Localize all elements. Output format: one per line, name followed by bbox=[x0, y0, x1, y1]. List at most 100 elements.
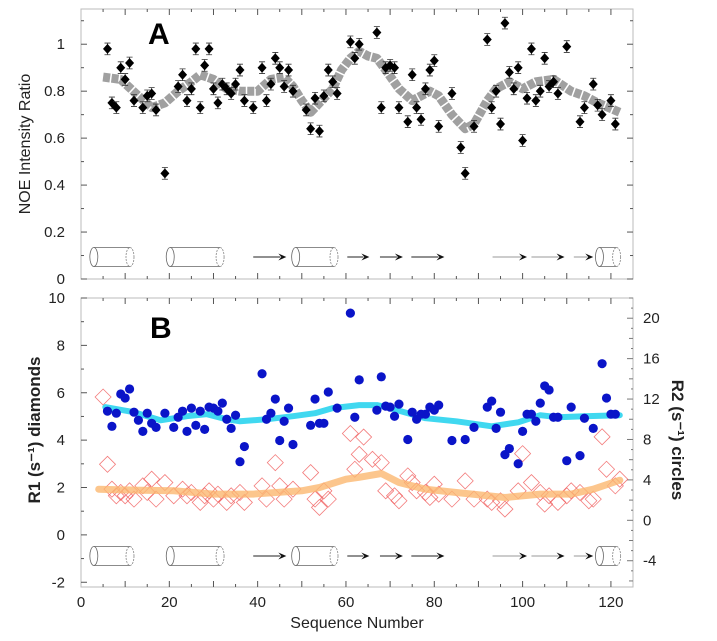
r2-circle bbox=[275, 435, 285, 446]
r2-circle bbox=[133, 415, 144, 425]
data-point bbox=[482, 34, 492, 45]
r2-circle bbox=[544, 385, 554, 395]
r1-diamond bbox=[174, 480, 192, 498]
r2-circle bbox=[200, 424, 210, 434]
helix-cylinder-end bbox=[125, 546, 135, 566]
r2-circle bbox=[191, 420, 201, 430]
y-tick-label: 0.8 bbox=[44, 83, 65, 100]
panel-a-smooth-line bbox=[102, 46, 622, 134]
data-point bbox=[390, 62, 400, 73]
panel-a-ticks: 0 0.2 0.4 0.6 0.8 1 bbox=[44, 9, 633, 288]
helix-cylinder-end bbox=[329, 546, 339, 566]
y-tick-label: 1 bbox=[57, 36, 65, 53]
r2-circle bbox=[120, 393, 130, 403]
data-point bbox=[323, 65, 333, 76]
y2-tick-label: -4 bbox=[643, 553, 656, 570]
r2-circle bbox=[111, 408, 121, 418]
strand-arrowhead bbox=[585, 552, 594, 560]
r2-circle bbox=[169, 422, 179, 432]
data-point bbox=[270, 53, 280, 64]
r2-circle bbox=[597, 359, 607, 369]
r2-circle bbox=[562, 456, 572, 466]
x-tick-label: 80 bbox=[426, 594, 443, 611]
data-point bbox=[151, 104, 161, 115]
r2-circle bbox=[531, 416, 541, 426]
data-point bbox=[354, 39, 364, 50]
data-point bbox=[116, 62, 126, 73]
data-point bbox=[257, 62, 267, 73]
panel-a-frame bbox=[80, 8, 634, 280]
data-point bbox=[306, 123, 316, 134]
data-point bbox=[191, 43, 201, 54]
y-tick-label: 10 bbox=[48, 290, 65, 307]
r2-circle bbox=[403, 434, 413, 445]
data-point bbox=[288, 86, 298, 97]
panel-a-points bbox=[102, 16, 620, 180]
data-point bbox=[491, 86, 501, 97]
data-point bbox=[412, 102, 422, 113]
data-point bbox=[204, 43, 214, 54]
data-point bbox=[186, 83, 196, 94]
y-tick-label: 8 bbox=[57, 337, 65, 354]
r2-circle bbox=[182, 426, 192, 436]
r2-circle bbox=[420, 409, 431, 419]
x-tick-label: 0 bbox=[77, 594, 85, 611]
y-tick-label: 0.4 bbox=[44, 177, 65, 194]
r2-circle bbox=[354, 375, 364, 385]
helix-cylinder-end bbox=[165, 546, 175, 566]
r1-diamond bbox=[319, 490, 337, 508]
y2-tick-label: 12 bbox=[643, 391, 660, 408]
data-point bbox=[147, 88, 157, 99]
r2-circle bbox=[345, 308, 355, 318]
r2-circle bbox=[504, 443, 514, 454]
r2-circle bbox=[407, 407, 417, 417]
r2-circle bbox=[491, 423, 501, 433]
data-point bbox=[125, 58, 135, 68]
y-tick-label: 2 bbox=[57, 480, 65, 497]
data-point bbox=[447, 88, 457, 99]
r1-diamond bbox=[403, 473, 421, 492]
data-point bbox=[487, 102, 497, 113]
data-point bbox=[332, 88, 342, 99]
data-point bbox=[456, 142, 466, 153]
data-point bbox=[231, 79, 241, 90]
r2-circle bbox=[389, 411, 400, 421]
strand-arrowhead bbox=[519, 253, 528, 261]
r2-circle bbox=[257, 369, 267, 379]
r2-circle bbox=[469, 422, 479, 432]
r1-diamond bbox=[421, 488, 439, 507]
r1-diamond bbox=[98, 455, 117, 473]
panel-b-ylabel: R1 (s⁻¹) diamonds bbox=[25, 357, 44, 504]
r2-circle bbox=[518, 426, 528, 436]
r2-circle bbox=[579, 413, 590, 423]
helix-cylinder-end bbox=[291, 546, 301, 566]
data-point bbox=[261, 95, 271, 106]
strand-arrowhead bbox=[278, 253, 287, 261]
r2-circle bbox=[266, 408, 276, 418]
data-point bbox=[434, 121, 444, 132]
r2-circle bbox=[230, 410, 241, 420]
data-point bbox=[407, 69, 417, 80]
helix-cylinder-end bbox=[89, 546, 99, 566]
r2-circle bbox=[526, 409, 537, 419]
strand-arrowhead bbox=[394, 253, 403, 261]
r2-circle bbox=[376, 372, 386, 382]
r2-circle bbox=[129, 407, 139, 417]
strand-arrowhead bbox=[361, 552, 370, 560]
y-tick-label: 6 bbox=[57, 385, 65, 402]
r2-circle bbox=[222, 414, 232, 424]
r1-diamond bbox=[125, 490, 143, 508]
r1-diamond bbox=[302, 464, 320, 482]
data-point bbox=[540, 53, 550, 64]
r2-circle bbox=[575, 451, 585, 461]
r2-circle bbox=[310, 394, 320, 404]
x-tick-label: 100 bbox=[510, 594, 535, 611]
data-point bbox=[420, 83, 430, 94]
r1-diamond bbox=[235, 493, 253, 511]
r1-diamond bbox=[147, 490, 165, 508]
r2-circle bbox=[588, 423, 598, 433]
data-point bbox=[531, 95, 541, 106]
panel-a-secondary-structure bbox=[89, 247, 622, 267]
r2-circle bbox=[601, 393, 612, 403]
